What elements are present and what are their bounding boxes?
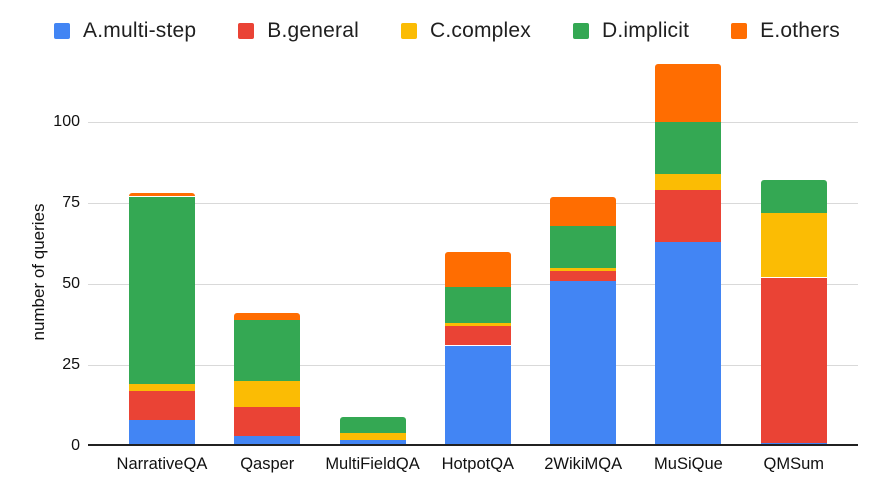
bar-segment-musique-e-others: [655, 63, 722, 122]
bar-segment-2wikimqa-a-multi-step: [550, 280, 617, 446]
x-tick-label-musique: MuSiQue: [654, 455, 723, 473]
legend-item-a-multi-step: A.multi-step: [54, 19, 196, 43]
bar-segment-hotpotqa-a-multi-step: [444, 345, 511, 446]
bar-segment-qasper-a-multi-step: [234, 436, 301, 446]
y-tick-label-50: 50: [62, 275, 80, 292]
x-tick-label-narrativeqa: NarrativeQA: [116, 455, 208, 473]
bar-segment-musique-c-complex: [655, 173, 722, 190]
legend-swatch-e-others: [731, 23, 748, 39]
bar-segment-2wikimqa-b-general: [550, 271, 617, 281]
x-tick-label-2wikimqa: 2WikiMQA: [544, 455, 623, 473]
legend-label-e-others: E.others: [760, 19, 840, 42]
bar-segment-2wikimqa-d-implicit: [550, 225, 617, 268]
bar-segment-multifieldqa-d-implicit: [339, 416, 406, 433]
legend-item-b-general: B.general: [238, 19, 359, 43]
legend-swatch-d-implicit: [572, 23, 589, 39]
bar-segment-musique-b-general: [655, 190, 722, 242]
gridline-75: [88, 203, 858, 204]
bar-segment-narrativeqa-c-complex: [128, 384, 195, 391]
gridline-100: [88, 122, 858, 123]
legend-label-b-general: B.general: [267, 19, 359, 42]
chart-legend: A.multi-step B.general C.complex D.implicit…: [0, 14, 894, 48]
y-tick-label-75: 75: [62, 194, 80, 211]
bar-segment-qmsum-c-complex: [760, 212, 827, 278]
bar-segment-qasper-e-others: [234, 313, 301, 320]
x-tick-label-hotpotqa: HotpotQA: [441, 455, 515, 473]
legend-item-e-others: E.others: [731, 19, 840, 43]
legend-item-d-implicit: D.implicit: [572, 19, 690, 43]
bar-segment-2wikimqa-c-complex: [550, 267, 617, 271]
y-tick-label-0: 0: [71, 437, 80, 454]
bar-segment-hotpotqa-b-general: [444, 326, 511, 346]
bar-segment-multifieldqa-c-complex: [339, 433, 406, 440]
bar-segment-qasper-b-general: [234, 407, 301, 437]
bar-segment-musique-d-implicit: [655, 122, 722, 174]
y-axis-title: number of queries: [29, 203, 48, 341]
bar-segment-qasper-c-complex: [234, 381, 301, 408]
legend-label-c-complex: C.complex: [429, 19, 531, 42]
legend-label-d-implicit: D.implicit: [601, 19, 690, 42]
y-tick-label-100: 100: [53, 113, 80, 130]
bar-segment-qasper-d-implicit: [234, 319, 301, 382]
legend-item-c-complex: C.complex: [400, 19, 531, 43]
bar-segment-narrativeqa-b-general: [128, 390, 195, 421]
bar-segment-qmsum-b-general: [760, 277, 827, 443]
bar-segment-qmsum-d-implicit: [760, 180, 827, 213]
bar-segment-multifieldqa-a-multi-step: [339, 439, 406, 446]
legend-swatch-a-multi-step: [54, 23, 71, 39]
x-axis-line: [88, 444, 858, 446]
y-tick-label-25: 25: [62, 356, 80, 373]
bar-segment-hotpotqa-c-complex: [444, 322, 511, 327]
bar-segment-2wikimqa-e-others: [550, 196, 617, 226]
bar-segment-narrativeqa-a-multi-step: [128, 420, 195, 446]
x-tick-label-qasper: Qasper: [240, 455, 295, 473]
bar-segment-narrativeqa-e-others: [128, 193, 195, 197]
bar-segment-hotpotqa-e-others: [444, 251, 511, 288]
bar-segment-musique-a-multi-step: [655, 241, 722, 446]
legend-swatch-b-general: [238, 23, 255, 39]
bar-segment-hotpotqa-d-implicit: [444, 287, 511, 323]
bar-segment-narrativeqa-d-implicit: [128, 196, 195, 385]
legend-swatch-c-complex: [400, 23, 417, 39]
x-tick-label-qmsum: QMSum: [763, 455, 824, 473]
legend-label-a-multi-step: A.multi-step: [83, 19, 197, 42]
x-tick-label-multifieldqa: MultiFieldQA: [325, 455, 420, 473]
